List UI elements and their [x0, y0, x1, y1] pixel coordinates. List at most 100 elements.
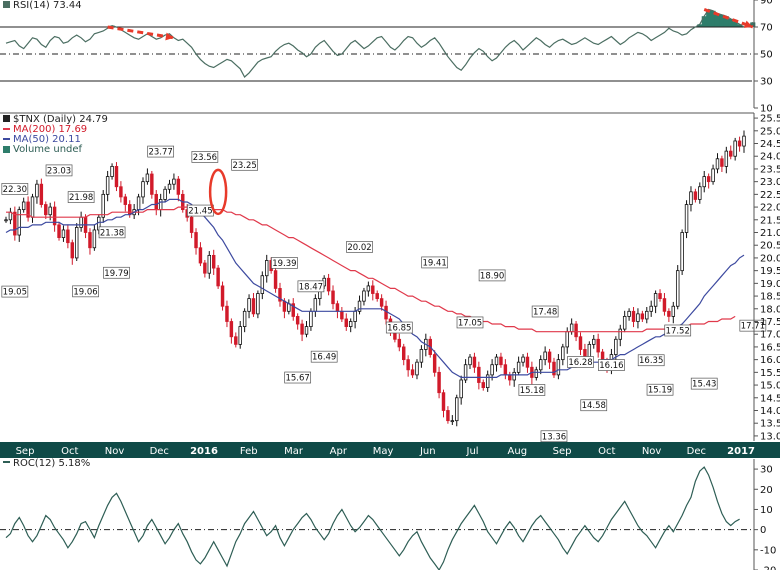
price-label-box [664, 324, 692, 337]
price-candle [167, 183, 172, 190]
price-candle [366, 285, 371, 292]
price-label-text: 19.79 [104, 269, 128, 279]
price-y-tick-label: 22.5 [760, 190, 780, 201]
price-candle [658, 293, 662, 300]
price-label-text: 15.19 [648, 386, 672, 396]
price-panel: 22.30 19.05 23.03 21.98 21.38 19.06 19.79 23.77… [0, 112, 780, 442]
price-label-box [1, 285, 29, 298]
rsi-overbought-fill [706, 9, 712, 27]
date-axis-month-label: 2016 [190, 446, 218, 457]
price-candle [472, 356, 477, 368]
price-candle [282, 300, 287, 312]
date-axis-month-label: Aug [508, 446, 528, 457]
date-axis-month-label: Nov [105, 446, 125, 457]
price-candle [128, 204, 132, 216]
price-candle [538, 359, 543, 371]
price-label-text: 23.03 [47, 166, 71, 176]
price-label-box [637, 354, 665, 367]
price-candle [379, 298, 384, 307]
price-candle [234, 336, 238, 345]
price-label-box [385, 321, 413, 334]
price-candle [225, 305, 229, 322]
roc-y-tick-label: 30 [760, 465, 773, 476]
price-candle [216, 267, 220, 287]
rsi-overbought-fill [710, 10, 716, 28]
price-candle [114, 165, 119, 188]
price-label-text: 14.58 [582, 401, 606, 411]
price-candle [419, 349, 424, 363]
price-candle [499, 356, 503, 366]
price-candle [136, 196, 141, 211]
price-y-tick-label: 14.5 [760, 393, 780, 404]
roc-legend: ROC(12) 5.18% [3, 458, 90, 469]
price-candle [52, 206, 57, 226]
rsi-y-tick-label: 30 [760, 77, 773, 88]
date-axis-month-label: Nov [642, 446, 662, 457]
price-candle [110, 165, 114, 177]
roc-y-tick-label: 0 [760, 525, 766, 536]
price-y-tick-label: 18.0 [760, 304, 780, 315]
price-candle [357, 300, 362, 312]
price-candle [21, 201, 26, 211]
price-candle [207, 254, 212, 274]
price-label-text: 19.05 [3, 288, 27, 298]
price-label-text: 23.56 [193, 153, 217, 163]
roc-y-tick-label: 10 [760, 505, 773, 516]
rsi-y-tick-label: 70 [760, 23, 773, 34]
price-candle [313, 298, 318, 312]
price-candle [30, 196, 35, 218]
price-candle [733, 140, 737, 157]
price-candle [410, 369, 415, 376]
price-candle [353, 310, 357, 322]
price-candle [521, 356, 525, 363]
price-y-tick-label: 21.5 [760, 215, 780, 226]
price-candle [525, 356, 530, 368]
price-candle [406, 359, 410, 371]
price-candle [463, 364, 468, 381]
price-y-tick-label: 16.5 [760, 342, 780, 353]
price-label-box [1, 183, 29, 195]
price-candle [309, 310, 313, 327]
price-candle [627, 310, 631, 317]
price-candle [66, 229, 70, 244]
price-candle [662, 298, 667, 312]
price-candle [295, 316, 300, 325]
price-candle [203, 262, 207, 274]
ma200-line [6, 206, 736, 333]
rsi-overbought-fill [697, 24, 703, 27]
date-axis-month-label: Jul [466, 446, 479, 457]
price-y-tick-label: 23.5 [760, 164, 780, 175]
price-label-text: 15.67 [285, 374, 309, 384]
price-label-text: 19.06 [73, 287, 97, 297]
date-axis-bar-bg [0, 442, 780, 458]
rsi-overbought-fill [728, 18, 734, 27]
price-label-box [346, 241, 373, 253]
rsi-arrow-1-shaft [703, 8, 754, 29]
price-candle [592, 338, 596, 345]
price-candle [397, 338, 402, 348]
rsi-overbought-fill [719, 14, 725, 27]
price-label-box [231, 158, 258, 171]
price-candle [74, 227, 79, 259]
price-label-box [147, 145, 175, 158]
rsi-arrow-1-head [743, 20, 753, 28]
rsi-overbought-fill [701, 16, 707, 27]
price-candle [101, 193, 105, 218]
price-label-box [297, 280, 325, 293]
price-label-text: 17.52 [666, 326, 690, 336]
price-y-tick-label: 15.5 [760, 368, 780, 379]
price-candle [693, 191, 698, 200]
price-label-text: 22.30 [3, 185, 27, 195]
price-label-box [67, 191, 95, 203]
price-candle [512, 371, 516, 381]
price-candle [516, 361, 521, 373]
price-candle [335, 303, 340, 312]
price-candle [61, 229, 66, 238]
price-candle [344, 318, 349, 327]
price-candle [622, 316, 627, 330]
price-label-text: 17.71 [741, 322, 765, 332]
rsi-arrow-0-head [165, 32, 174, 41]
price-candle [459, 379, 463, 399]
date-axis-month-label: 2017 [727, 446, 755, 457]
price-y-tick-label: 20.5 [760, 241, 780, 252]
